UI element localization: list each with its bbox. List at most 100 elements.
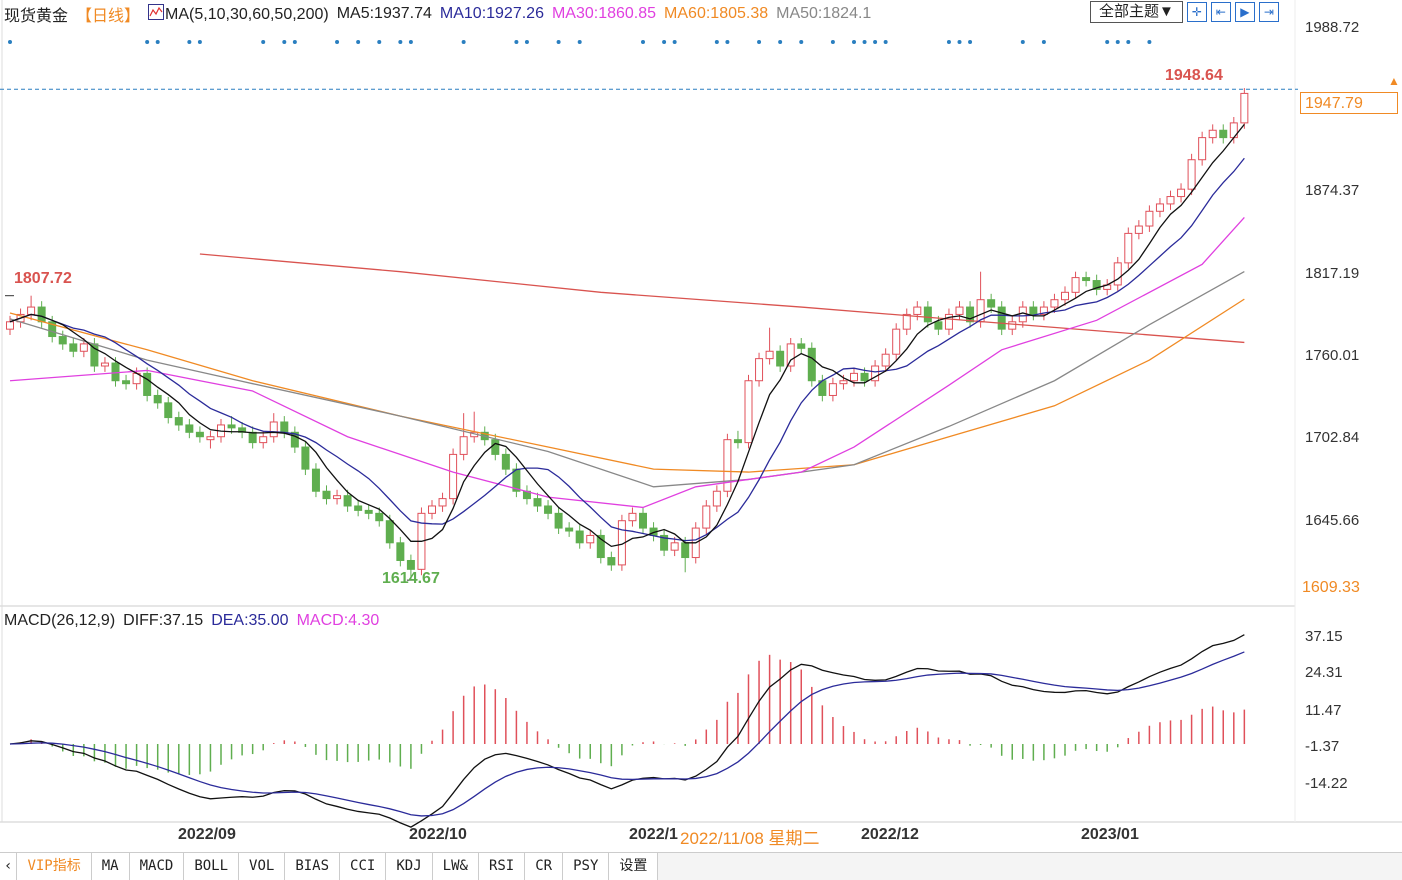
candle-up <box>902 313 911 330</box>
tab-scroll-left[interactable]: ‹ <box>0 853 18 880</box>
jump-end-icon[interactable]: ⇥ <box>1258 2 1279 22</box>
chart-legend: 现货黄金 【日线】 MA(5,10,30,60,50,200) MA5:1937… <box>4 2 871 26</box>
tab-boll[interactable]: BOLL <box>184 853 240 880</box>
event-marker <box>1105 40 1110 44</box>
candle-down <box>533 498 542 507</box>
event-marker <box>641 40 645 44</box>
candle-down <box>860 372 869 382</box>
ma-params: MA(5,10,30,60,50,200) <box>165 6 329 23</box>
zoom-range-icon[interactable]: ⇤ <box>1210 2 1231 22</box>
candle-down <box>1092 280 1101 290</box>
candle-up <box>786 343 795 367</box>
candle-down <box>322 490 331 500</box>
candle-up <box>6 321 14 330</box>
event-marker <box>356 40 361 44</box>
event-marker <box>408 40 413 44</box>
event-marker <box>873 40 878 44</box>
candle-up <box>428 505 436 514</box>
tab-vol[interactable]: VOL <box>239 853 286 880</box>
candle-down <box>185 424 194 433</box>
tab-macd[interactable]: MACD <box>129 853 185 880</box>
candle-down <box>501 453 510 470</box>
candle-up <box>1198 137 1207 161</box>
candle-down <box>111 362 120 382</box>
candle-up <box>944 313 953 330</box>
event-marker <box>778 40 783 44</box>
price-axis-bottom-label: 1609.33 <box>1302 579 1360 596</box>
macd-histogram-value: MACD:4.30 <box>296 612 380 629</box>
candle-down <box>1082 277 1091 282</box>
step-forward-icon[interactable]: ▶ <box>1234 2 1255 22</box>
recent-high-annotation: 1948.64 <box>1165 67 1223 84</box>
candle-up <box>333 495 342 500</box>
candle-up <box>459 436 468 455</box>
tab-bias[interactable]: BIAS <box>285 853 341 880</box>
candle-up <box>1166 196 1175 205</box>
event-marker <box>197 40 202 44</box>
tab-ma[interactable]: MA <box>91 853 130 880</box>
candle-up <box>1187 159 1196 190</box>
tab-psy[interactable]: PSY <box>563 853 610 880</box>
candle-up <box>892 328 901 355</box>
event-marker <box>862 40 867 44</box>
ma-indicator[interactable]: MA(5,10,30,60,50,200) <box>148 4 329 24</box>
candle-up <box>628 512 637 522</box>
candle-down <box>248 431 257 444</box>
macd-params[interactable]: MACD(26,12,9) <box>4 612 116 629</box>
candle-up <box>1039 306 1048 315</box>
candle-down <box>311 468 320 492</box>
event-marker <box>377 40 382 44</box>
scroll-up-icon[interactable]: ▲ <box>1388 74 1400 88</box>
event-marker <box>946 40 951 44</box>
theme-dropdown[interactable]: 全部主题▼ <box>1090 1 1183 23</box>
candle-down <box>280 421 289 433</box>
ma10-line <box>9 157 1245 542</box>
candle-down <box>987 299 996 308</box>
candle-down <box>565 527 574 532</box>
tab-kdj[interactable]: KDJ <box>386 853 433 880</box>
crosshair-icon[interactable]: ✛ <box>1186 2 1207 22</box>
candle-down <box>58 336 67 345</box>
candle-up <box>1008 321 1017 330</box>
candle-down <box>1219 129 1228 139</box>
period-selector[interactable]: 【日线】 <box>76 8 141 25</box>
ma5-line <box>9 123 1245 548</box>
candle-up <box>586 534 595 544</box>
candle-up <box>1061 291 1069 301</box>
indicator-tab-bar: ‹ VIP指标 MA MACD BOLL VOL BIAS CCI KDJ LW… <box>0 852 1402 880</box>
tab-rsi[interactable]: RSI <box>478 853 526 880</box>
candle-up <box>1113 262 1122 286</box>
candle-down <box>733 439 742 444</box>
tab-settings[interactable]: 设置 <box>609 853 659 880</box>
event-marker <box>1020 40 1025 44</box>
candle-up <box>100 362 109 367</box>
candle-down <box>301 446 310 470</box>
price-axis-label: 1988.72 <box>1305 19 1360 36</box>
tab-lw[interactable]: LW& <box>432 853 479 880</box>
candle-down <box>660 534 669 551</box>
event-marker <box>757 40 762 44</box>
candle-down <box>406 559 415 570</box>
candle-up <box>850 372 858 382</box>
ma-chart-icon <box>148 4 165 20</box>
candle-down <box>575 530 584 544</box>
event-marker <box>725 40 730 44</box>
macd-axis-label: 11.47 <box>1305 702 1342 719</box>
tab-cr[interactable]: CR <box>525 853 564 880</box>
candle-up <box>1177 188 1186 198</box>
macd-diff-value: DIFF:37.15 <box>123 612 204 629</box>
price-axis-label: 1874.37 <box>1305 182 1360 199</box>
tab-vip[interactable]: VIP指标 <box>17 853 92 880</box>
event-marker <box>292 40 297 44</box>
candle-down <box>966 306 975 323</box>
price-axis-label: 1760.01 <box>1305 347 1360 364</box>
price-axis-label: 1702.84 <box>1305 429 1360 446</box>
tab-cci[interactable]: CCI <box>340 853 387 880</box>
date-axis-label: 2023/01 <box>1081 826 1139 843</box>
candle-down <box>997 306 1006 330</box>
event-marker <box>1147 40 1152 44</box>
candle-down <box>37 306 46 323</box>
candle-up <box>79 343 88 352</box>
event-marker <box>335 40 340 44</box>
